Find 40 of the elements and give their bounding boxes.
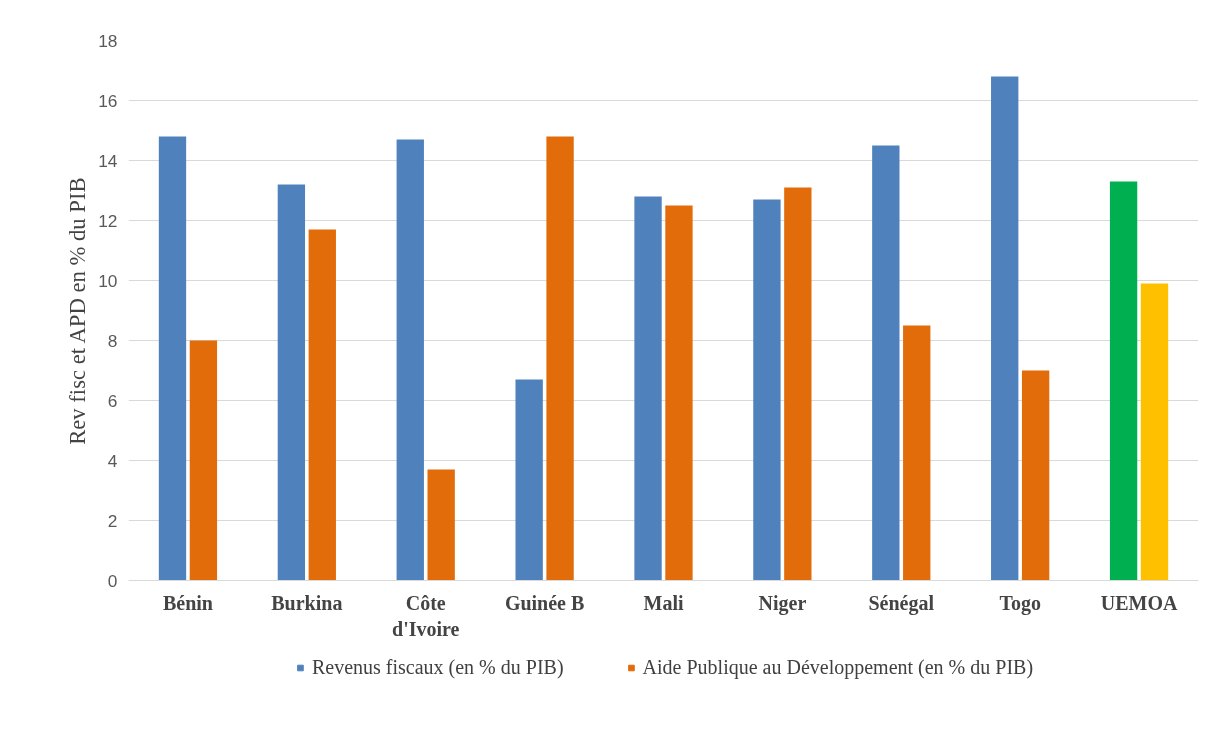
x-tick-label: Bénin <box>162 591 213 614</box>
y-tick-label: 10 <box>98 270 118 291</box>
legend-label: Revenus fiscaux (en % du PIB) <box>311 655 564 679</box>
bar <box>1109 181 1138 581</box>
bar <box>158 136 187 581</box>
y-tick-label: 18 <box>98 30 118 51</box>
y-tick-label: 0 <box>107 570 118 591</box>
bar <box>753 199 781 581</box>
x-tick-label: Burkina <box>271 591 343 614</box>
bar <box>1021 370 1050 581</box>
y-tick-label: 16 <box>98 90 118 111</box>
x-tick-label: Guinée B <box>504 591 585 614</box>
bar <box>546 136 574 581</box>
bar <box>396 139 424 581</box>
bar <box>634 196 662 581</box>
bar <box>515 379 543 581</box>
y-tick-label: 12 <box>98 210 118 231</box>
y-tick-label: 2 <box>107 510 118 531</box>
x-tick-label: Sénégal <box>868 591 935 615</box>
bar <box>277 184 306 581</box>
y-tick-label: 8 <box>107 330 118 351</box>
y-axis-title: Rev fisc et APD en % du PIB <box>65 177 91 445</box>
x-tick-label: Côte d'Ivoire <box>392 591 460 640</box>
x-tick-label: Mali <box>643 591 684 614</box>
bar <box>665 205 693 581</box>
bar <box>427 469 455 581</box>
y-tick-label: 6 <box>107 390 118 411</box>
y-tick-label: 4 <box>107 450 118 471</box>
bar <box>1140 283 1169 581</box>
bar <box>189 340 218 581</box>
bar <box>308 229 336 581</box>
x-tick-label: Niger <box>758 591 807 615</box>
bar <box>872 145 900 581</box>
x-tick-label: Togo <box>999 591 1041 615</box>
bar <box>903 325 931 581</box>
legend-label: Aide Publique au Développement (en % du PIB) <box>642 655 1034 679</box>
y-tick-label: 14 <box>98 150 118 171</box>
bar <box>991 76 1019 581</box>
bar <box>784 187 812 581</box>
x-tick-label: UEMOA <box>1100 591 1178 614</box>
